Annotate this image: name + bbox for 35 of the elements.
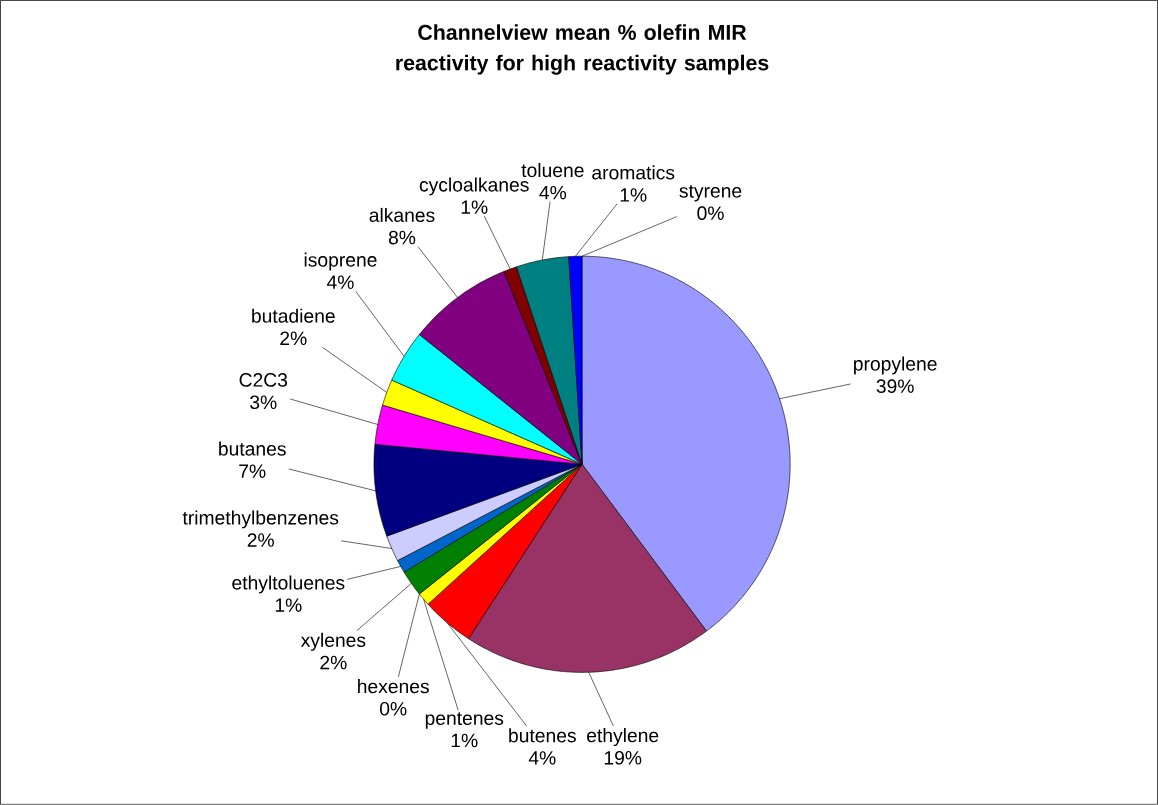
slice-label: aromatics (592, 165, 675, 180)
category-label: hexenes (358, 679, 429, 694)
data-label: 1% (461, 200, 488, 215)
data-label: 1% (275, 598, 302, 613)
slice-label: trimethylbenzenes (182, 510, 339, 529)
slice-label: pentenes (425, 712, 504, 729)
slice-label: toluene (521, 163, 584, 178)
slice-label: isoprene (304, 252, 377, 271)
data-label: 3% (250, 395, 277, 410)
data-label: 4% (326, 275, 354, 290)
data-label: 2% (280, 331, 307, 346)
text: 0% (697, 206, 724, 221)
slice-label: cycloalkanes (419, 177, 529, 196)
data-label: 8% (388, 230, 416, 245)
slice-label: ethyltoluenes (232, 575, 345, 594)
data-label: 2% (320, 655, 347, 670)
slice-label: butanes (219, 441, 286, 456)
data-label: 4% (539, 186, 567, 200)
text: 0% (380, 702, 407, 716)
data-label: 4% (528, 751, 556, 765)
slice-label: butenes (509, 728, 576, 743)
category-label: styrene (679, 185, 742, 202)
chart-title: Channelview mean % olefin MIR reactivity for high reactivity samples (396, 24, 769, 75)
data-label: 1% (451, 733, 478, 748)
data-label: 2% (247, 533, 274, 547)
slice-label: ethylene (587, 728, 659, 747)
data-label: 1% (620, 188, 647, 202)
slice-label: alkanes (369, 208, 435, 223)
slice-label: butadiene (252, 308, 335, 323)
slice-label: C2C3 (239, 373, 288, 387)
slice-label: xylenes (300, 632, 366, 651)
slice-label: propylene (854, 356, 937, 375)
data-label: 7% (239, 464, 266, 479)
data-label: 39% (876, 379, 914, 394)
data-label: 19% (604, 751, 642, 765)
